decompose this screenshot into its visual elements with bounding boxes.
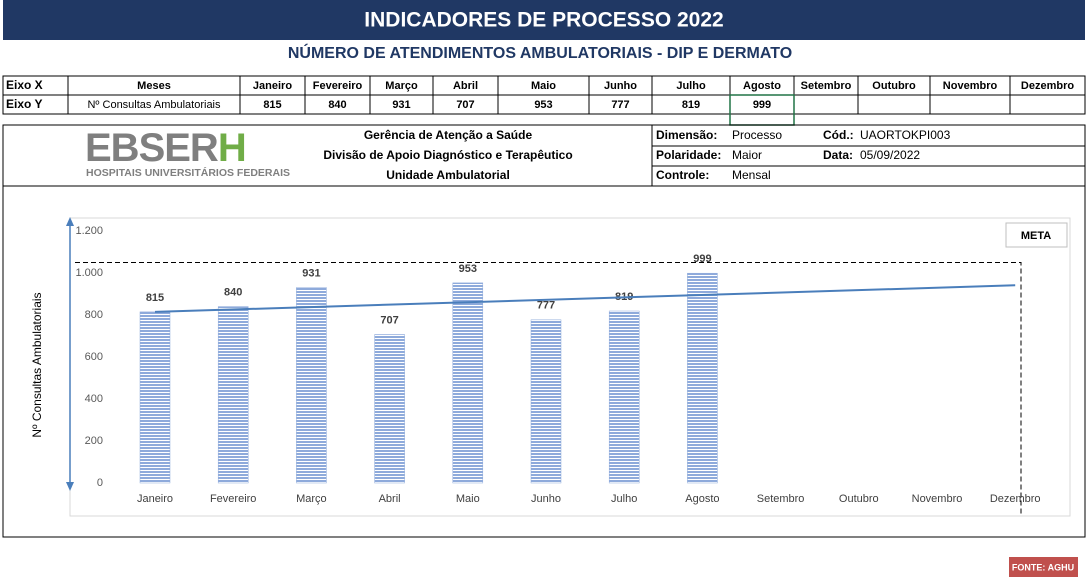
x-tick-label: Setembro [757,493,805,505]
table-value: 999 [753,99,771,111]
data-label: 815 [146,292,164,304]
data-label: 953 [459,263,477,275]
y-tick-label: 200 [85,435,103,447]
table-value: 777 [611,99,629,111]
info-value: Maior [732,148,762,162]
chart-frame [2,124,1086,538]
x-tick-label: Junho [531,493,561,505]
x-tick-label: Dezembro [990,493,1041,505]
y-tick-label: 1.200 [75,225,103,237]
data-label: 999 [693,253,711,265]
row-header: Eixo Y [6,97,42,111]
y-axis-label: Nº Consultas Ambulatoriais [30,292,44,437]
table-value: 931 [392,99,410,111]
data-label: 931 [302,267,320,279]
bar [374,334,405,484]
bar [452,282,484,484]
table-month: Março [385,80,418,92]
table-month: Junho [604,80,637,92]
axis-arrow [66,217,74,226]
table-value: 840 [328,99,346,111]
data-label: 707 [380,314,398,326]
logo-accent: H [218,126,246,170]
meta-box [1005,222,1068,248]
info-label: Polaridade: [656,148,721,162]
info-value: UAORTOKPI003 [860,128,951,142]
row-label: Meses [137,80,171,92]
x-tick-label: Fevereiro [210,493,256,505]
x-tick-label: Novembro [912,493,963,505]
bar [217,306,249,484]
x-tick-label: Abril [379,493,401,505]
table-month: Maio [531,80,556,92]
info-line-text: Divisão de Apoio Diagnóstico e Terapêuti… [323,148,572,162]
row-label: Nº Consultas Ambulatoriais [87,99,221,111]
info-value: 05/09/2022 [860,148,920,162]
table-month: Fevereiro [313,80,363,92]
bar [139,311,171,484]
y-tick-label: 400 [85,393,103,405]
source: FONTE: AGHU [1012,562,1074,572]
info-value: Processo [732,128,782,142]
row-header: Eixo X [6,78,43,92]
table-value: 707 [456,99,474,111]
table-month: Agosto [743,80,781,92]
info-line-text: Gerência de Atenção a Saúde [364,128,533,142]
table-value: 953 [534,99,552,111]
data-label: 777 [537,300,555,312]
title-bar [3,0,1085,40]
table-month: Outubro [872,80,916,92]
info-label: Dimensão: [656,128,717,142]
title: INDICADORES DE PROCESSO 2022 [364,9,723,32]
bar [296,287,327,484]
bar [687,272,718,484]
subtitle: NÚMERO DE ATENDIMENTOS AMBULATORIAIS - D… [288,43,792,62]
info-label: Controle: [656,168,709,182]
logo: EBSERH [85,126,246,170]
data-table: Eixo X Meses Eixo Y Nº Consultas Ambulat… [2,75,1086,115]
table-value: 819 [682,99,700,111]
bar [530,319,562,484]
table-month: Julho [676,80,706,92]
table-month: Dezembro [1021,80,1074,92]
x-tick-label: Janeiro [137,493,173,505]
table-value: 815 [263,99,281,111]
table-month: Novembro [943,80,998,92]
y-tick-label: 0 [97,477,103,489]
info-line-text: Unidade Ambulatorial [386,168,510,182]
table-month: Abril [453,80,478,92]
logo-main: EBSER [85,126,219,170]
x-tick-label: Maio [456,493,480,505]
table-month: Setembro [801,80,852,92]
meta-label: META [1021,230,1051,242]
logo-subtitle: HOSPITAIS UNIVERSITÁRIOS FEDERAIS [86,166,290,179]
x-tick-label: Outubro [839,493,879,505]
x-tick-label: Março [296,493,327,505]
bar [608,310,640,484]
info-label: Data: [823,148,853,162]
table-month: Janeiro [253,80,292,92]
y-tick-label: 1.000 [75,267,103,279]
source-box [1009,557,1078,577]
info-value: Mensal [732,168,771,182]
info-label: Cód.: [823,128,854,142]
trend-line [154,284,1016,313]
x-tick-label: Julho [611,493,637,505]
x-tick-label: Agosto [685,493,719,505]
meta-line [75,262,1022,516]
axis-arrow [66,482,74,491]
data-label: 840 [224,287,242,299]
y-tick-label: 800 [85,309,103,321]
y-tick-label: 600 [85,351,103,363]
